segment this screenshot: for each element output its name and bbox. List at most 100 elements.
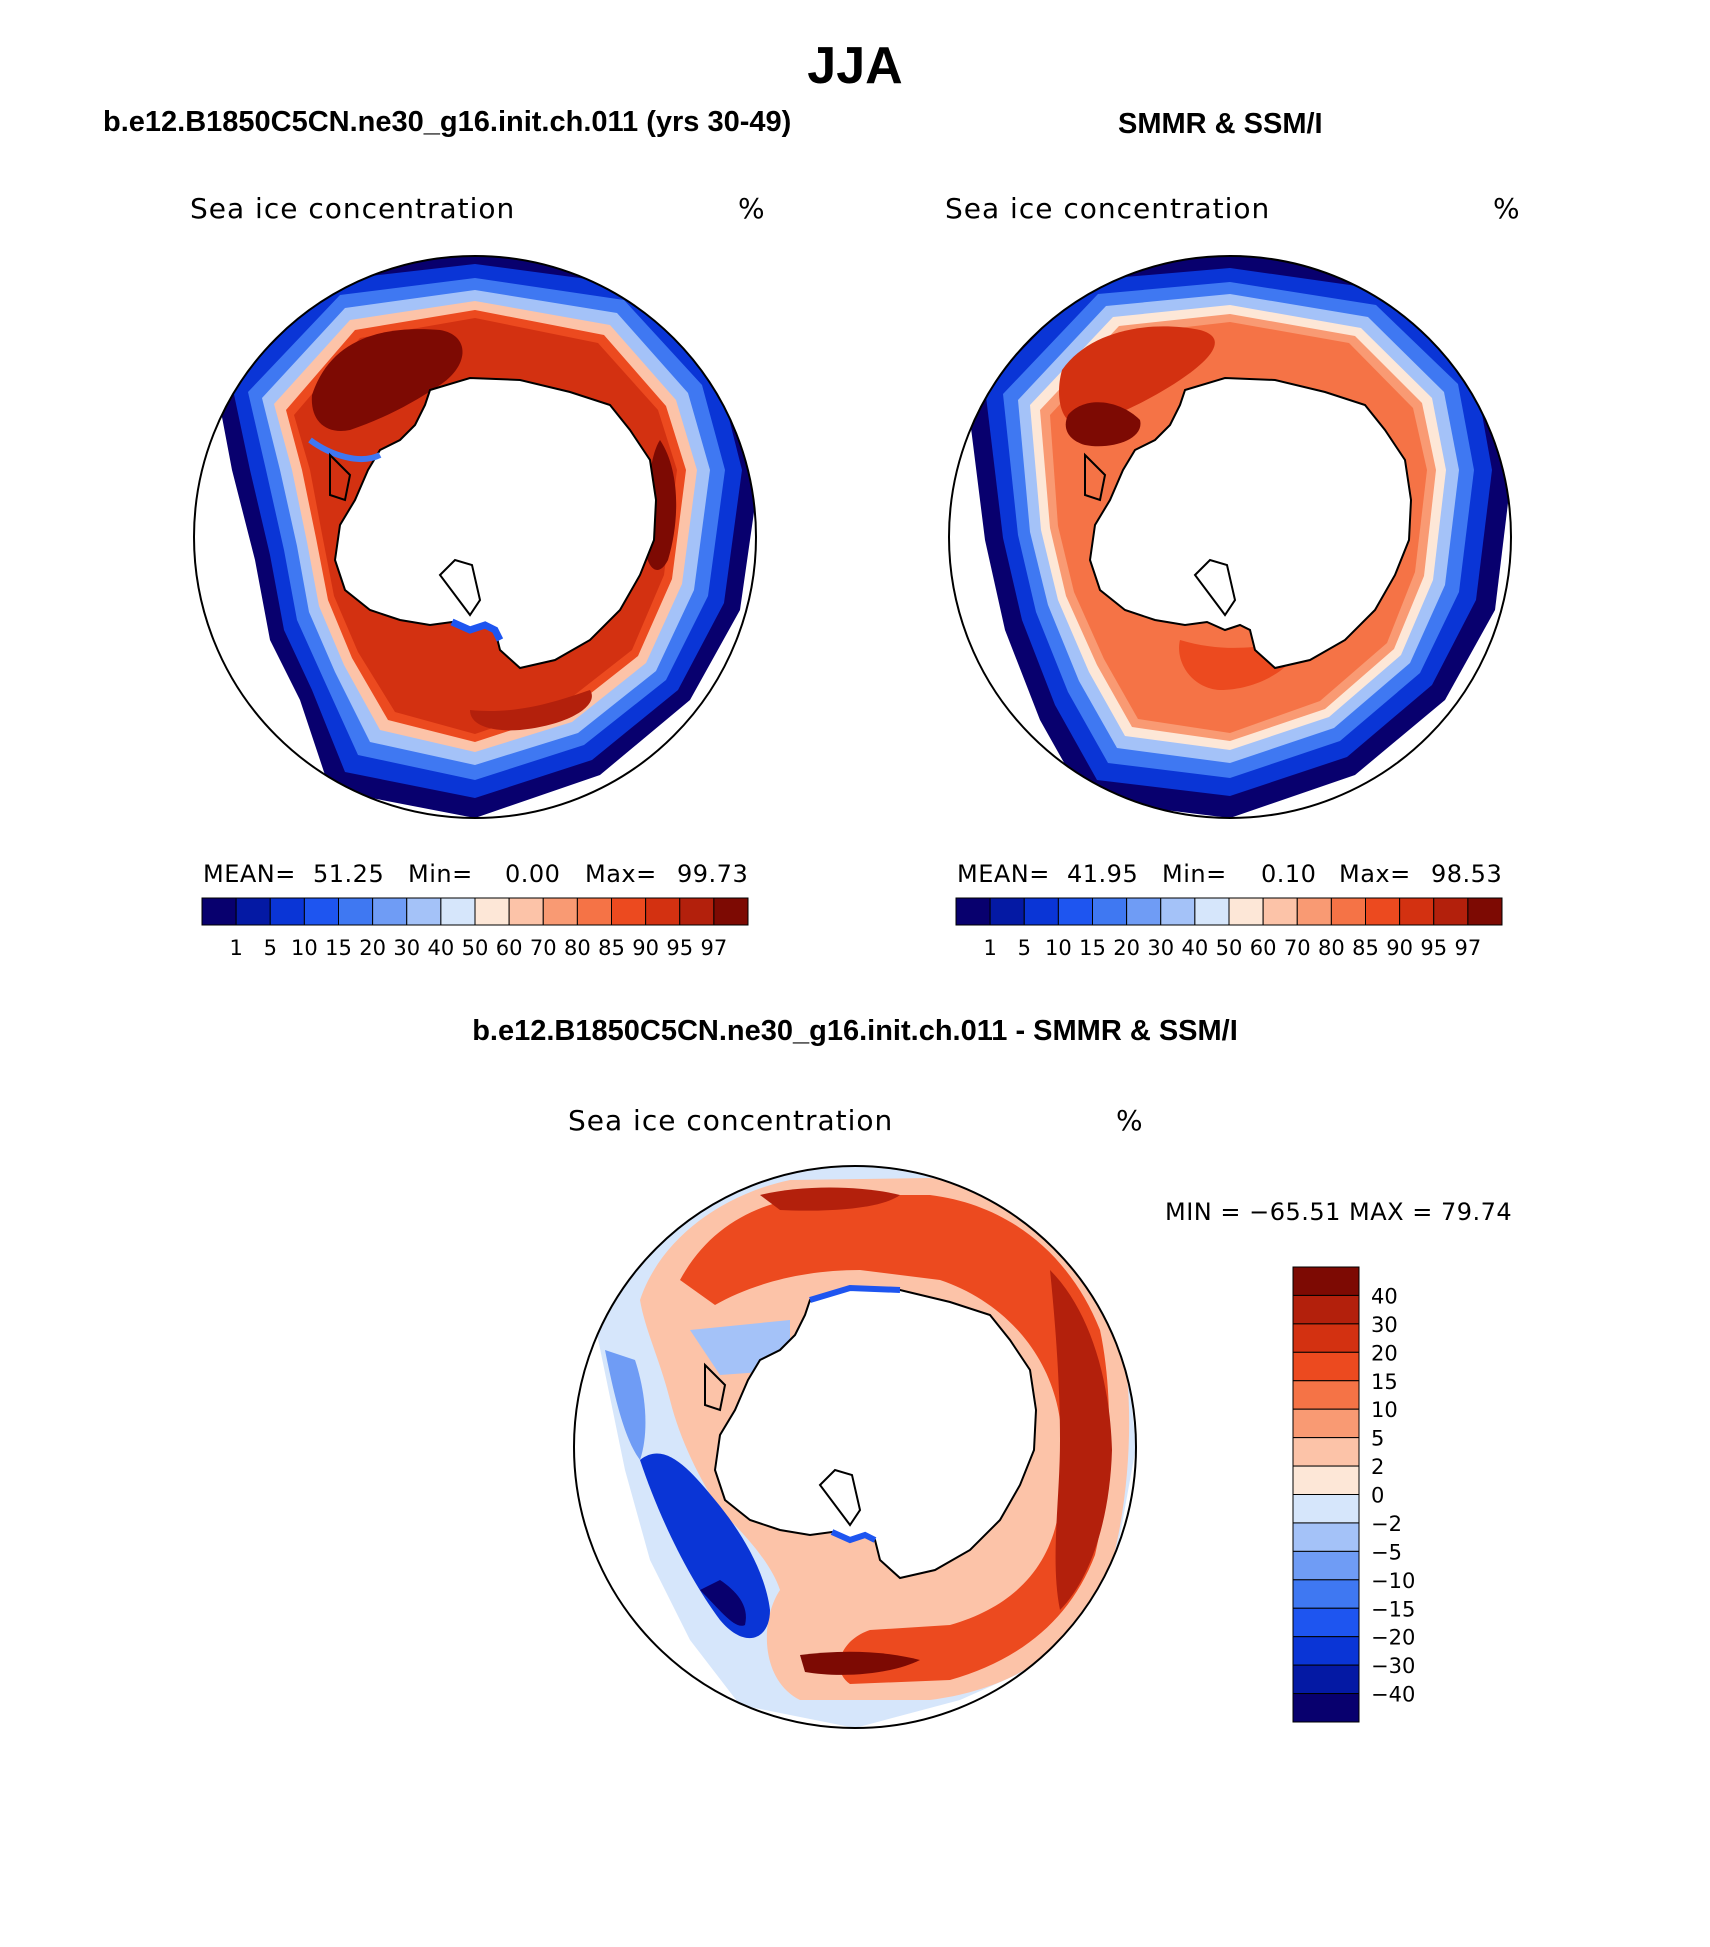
panel-obs-mean-label: MEAN=	[957, 860, 1050, 888]
panel-model-min-label: Min=	[408, 860, 473, 888]
colorbar-obs-label: 95	[1420, 936, 1447, 960]
colorbar-model-swatch	[338, 897, 374, 926]
colorbar-model-label: 70	[530, 936, 557, 960]
colorbar-diff-swatch	[1292, 1351, 1360, 1382]
colorbar-model-label: 20	[359, 936, 386, 960]
colorbar-obs-label: 40	[1182, 936, 1209, 960]
colorbar-obs-swatch	[1126, 897, 1162, 926]
panel-diff-minmax: MIN = −65.51 MAX = 79.74	[1165, 1198, 1513, 1226]
colorbar-model-label: 50	[462, 936, 489, 960]
colorbar-obs-swatch	[1023, 897, 1059, 926]
colorbar-model-swatch	[372, 897, 408, 926]
colorbar-diff-swatch	[1292, 1607, 1360, 1638]
panel-model-title: b.e12.B1850C5CN.ne30_g16.init.ch.011 (yr…	[103, 106, 792, 138]
panel-model-mean-label: MEAN=	[203, 860, 296, 888]
map-diff-field	[590, 1166, 1136, 1728]
colorbar-diff-swatch	[1292, 1266, 1360, 1296]
colorbar-model-swatch	[542, 897, 578, 926]
colorbar-model-label: 15	[325, 936, 352, 960]
panel-obs-min: 0.10	[1261, 860, 1317, 888]
colorbar-diff-label: 0	[1371, 1484, 1384, 1508]
panel-obs-title: SMMR & SSM/I	[1118, 108, 1323, 140]
colorbar-obs-swatch	[1262, 897, 1298, 926]
colorbar-model-label: 30	[393, 936, 420, 960]
panel-model-variable: Sea ice concentration	[190, 192, 516, 225]
panel-obs-variable: Sea ice concentration	[945, 192, 1271, 225]
colorbar-model-swatch	[508, 897, 544, 926]
panel-diff-title: b.e12.B1850C5CN.ne30_g16.init.ch.011 - S…	[472, 1015, 1238, 1047]
colorbar-obs-label: 1	[983, 936, 996, 960]
colorbar-model-swatch	[611, 897, 647, 926]
colorbar-obs-label: 10	[1045, 936, 1072, 960]
colorbar-model-swatch	[235, 897, 271, 926]
colorbar-model-swatch	[713, 897, 749, 926]
colorbar-diff-label: −5	[1371, 1540, 1402, 1564]
colorbar-model-swatch	[474, 897, 510, 926]
colorbar-diff-swatch	[1292, 1380, 1360, 1410]
panel-diff-variable: Sea ice concentration	[568, 1104, 894, 1137]
colorbar-diff-swatch	[1292, 1494, 1360, 1524]
colorbar-model-label: 60	[496, 936, 523, 960]
colorbar-model-label: 85	[598, 936, 625, 960]
colorbar-model-swatch	[269, 897, 305, 926]
panel-diff-units: %	[1116, 1104, 1144, 1137]
colorbar-diff-swatch	[1292, 1579, 1360, 1609]
panel-obs-max-label: Max=	[1339, 860, 1411, 888]
map-obs-ice-field	[965, 256, 1511, 818]
colorbar-diff-swatch	[1292, 1636, 1360, 1666]
map-diff	[573, 1165, 1137, 1729]
colorbar-diff-label: 15	[1371, 1370, 1398, 1394]
colorbar-model-label: 97	[701, 936, 728, 960]
panel-obs-min-label: Min=	[1162, 860, 1227, 888]
colorbar-diff-label: 30	[1371, 1313, 1398, 1337]
colorbar-obs: 1 5 10 15 20 30 40 50 60 70 80 85 90 95 97	[955, 897, 1503, 960]
colorbar-diff-label: −2	[1371, 1512, 1402, 1536]
colorbar-model-label: 80	[564, 936, 591, 960]
colorbar-diff-label: −20	[1371, 1626, 1415, 1650]
panel-obs-units: %	[1493, 192, 1521, 225]
colorbar-diff-swatch	[1292, 1664, 1360, 1695]
colorbar-obs-label: 85	[1352, 936, 1379, 960]
colorbar-obs-swatch	[1296, 897, 1332, 926]
map-model	[193, 255, 757, 819]
colorbar-diff-swatch	[1292, 1294, 1360, 1325]
colorbar-obs-label: 97	[1455, 936, 1482, 960]
colorbar-model-label: 5	[264, 936, 277, 960]
colorbar-obs-label: 30	[1147, 936, 1174, 960]
map-obs	[948, 255, 1512, 819]
colorbar-model-swatch	[645, 897, 681, 926]
colorbar-obs-swatch	[1194, 897, 1230, 926]
colorbar-diff-swatch	[1292, 1465, 1360, 1495]
colorbar-obs-label: 90	[1386, 936, 1413, 960]
panel-model-mean: 51.25	[313, 860, 385, 888]
colorbar-obs-label: 50	[1216, 936, 1243, 960]
colorbar-diff-label: 5	[1371, 1427, 1384, 1451]
colorbar-diff-label: 10	[1371, 1398, 1398, 1422]
colorbar-obs-label: 5	[1018, 936, 1031, 960]
colorbar-obs-swatch	[1433, 897, 1469, 926]
colorbar-obs-label: 80	[1318, 936, 1345, 960]
colorbar-obs-label: 20	[1113, 936, 1140, 960]
colorbar-obs-swatch	[1057, 897, 1093, 926]
panel-model-min: 0.00	[505, 860, 561, 888]
figure-title: JJA	[807, 37, 903, 95]
colorbar-diff-label: −30	[1371, 1654, 1415, 1678]
colorbar-obs-swatch	[1330, 897, 1366, 926]
colorbar-obs-swatch	[1467, 897, 1503, 926]
colorbar-diff-swatch	[1292, 1437, 1360, 1467]
colorbar-model-label: 10	[291, 936, 318, 960]
colorbar-obs-label: 15	[1079, 936, 1106, 960]
colorbar-model-swatch	[576, 897, 612, 926]
panel-model-units: %	[738, 192, 766, 225]
colorbar-model-swatch	[201, 897, 237, 926]
colorbar-obs-swatch	[989, 897, 1025, 926]
colorbar-diff-label: −15	[1371, 1597, 1415, 1621]
colorbar-diff-label: 20	[1371, 1341, 1398, 1365]
colorbar-obs-label: 70	[1284, 936, 1311, 960]
colorbar-obs-swatch	[1092, 897, 1128, 926]
colorbar-diff-swatch	[1292, 1550, 1360, 1581]
colorbar-diff-swatch	[1292, 1323, 1360, 1353]
colorbar-obs-swatch	[1228, 897, 1264, 926]
